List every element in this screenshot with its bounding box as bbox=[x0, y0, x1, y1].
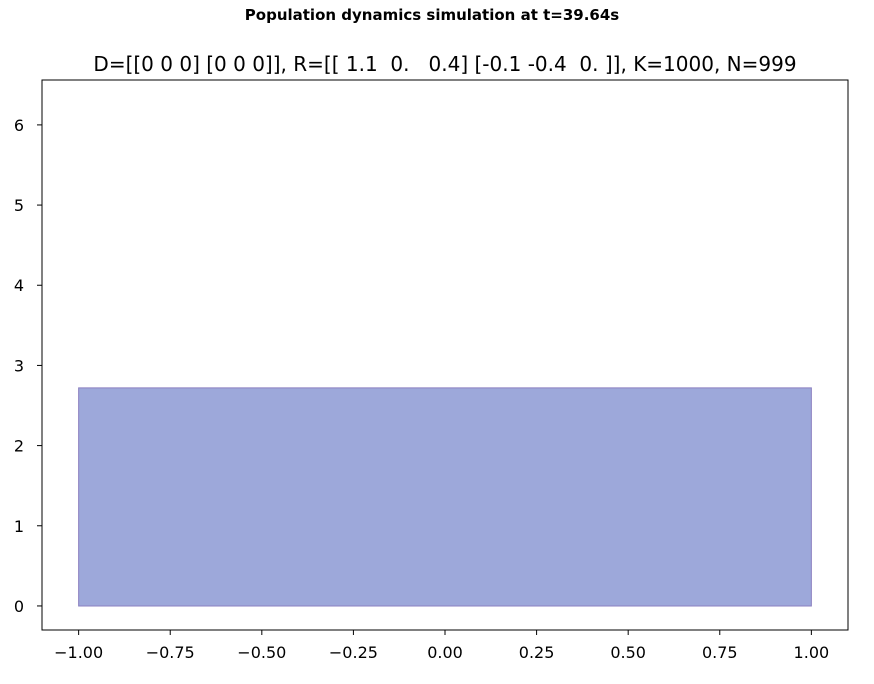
y-tick-label: 6 bbox=[14, 116, 24, 135]
x-axis: −1.00 −0.75 −0.50 −0.25 0.00 0.25 0.50 0.75 1.00 bbox=[54, 630, 829, 662]
axes-frame bbox=[41, 79, 849, 631]
y-tick-label: 2 bbox=[14, 437, 24, 456]
x-tick-label: 0.75 bbox=[702, 643, 738, 662]
x-tick-label: −0.25 bbox=[329, 643, 378, 662]
y-tick-label: 3 bbox=[14, 356, 24, 375]
y-tick-label: 0 bbox=[14, 597, 24, 616]
y-tick-label: 4 bbox=[14, 276, 24, 295]
figure-suptitle: Population dynamics simulation at t=39.6… bbox=[245, 6, 619, 24]
x-tick-label: 1.00 bbox=[794, 643, 830, 662]
plot-area bbox=[78, 387, 812, 607]
area-series-0 bbox=[78, 387, 812, 607]
chart-title: D=[[0 0 0] [0 0 0]], R=[[ 1.1 0. 0.4] [-… bbox=[93, 52, 796, 76]
x-tick-label: −1.00 bbox=[54, 643, 103, 662]
y-tick-label: 5 bbox=[14, 196, 24, 215]
x-tick-label: −0.75 bbox=[146, 643, 195, 662]
y-tick-label: 1 bbox=[14, 517, 24, 536]
y-axis: 0 1 2 3 4 5 6 bbox=[14, 116, 42, 616]
x-tick-label: −0.50 bbox=[237, 643, 286, 662]
x-tick-label: 0.00 bbox=[427, 643, 463, 662]
x-tick-label: 0.50 bbox=[610, 643, 646, 662]
x-tick-label: 0.25 bbox=[519, 643, 555, 662]
